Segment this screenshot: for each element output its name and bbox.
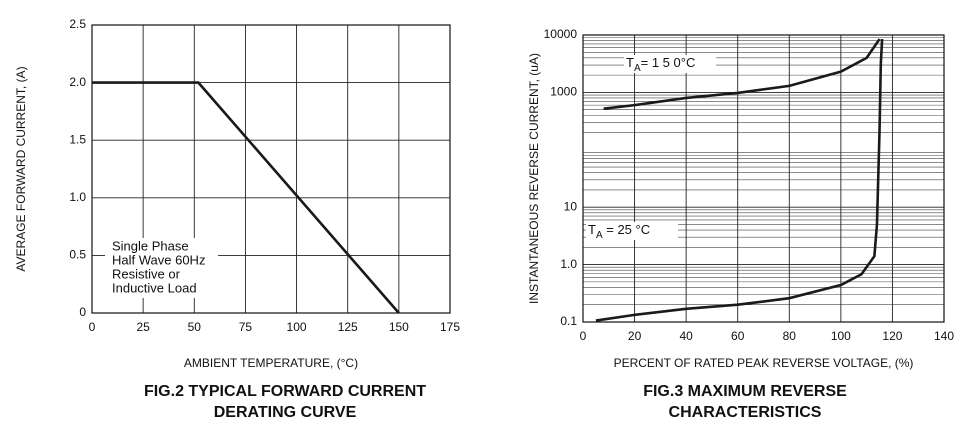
y-tick-label: 1.0 bbox=[560, 257, 577, 271]
x-tick-label: 100 bbox=[831, 329, 851, 343]
x-tick-label: 50 bbox=[188, 320, 202, 334]
chart-title: FIG.2 TYPICAL FORWARD CURRENT bbox=[144, 383, 426, 400]
y-tick-label: 1.5 bbox=[69, 132, 86, 146]
curve bbox=[92, 81, 400, 314]
y-axis-label: INSTANTANEOUS REVERSE CURRENT, (uA) bbox=[527, 53, 541, 304]
curve-label: TA= 1 5 0°C bbox=[626, 55, 695, 73]
annotation: Inductive Load bbox=[112, 280, 197, 295]
x-tick-label: 0 bbox=[580, 329, 587, 343]
plot-frame bbox=[91, 24, 451, 314]
x-tick-label: 20 bbox=[628, 329, 642, 343]
x-tick-label: 175 bbox=[440, 320, 460, 334]
x-axis-label: AMBIENT TEMPERATURE, (°C) bbox=[184, 356, 358, 370]
x-tick-label: 125 bbox=[338, 320, 358, 334]
x-tick-label: 60 bbox=[731, 329, 745, 343]
y-tick-label: 10 bbox=[564, 199, 578, 213]
annotation-bg bbox=[105, 238, 218, 298]
y-tick-label: 2.5 bbox=[69, 17, 86, 31]
curve bbox=[603, 38, 881, 110]
y-tick-label: 1.0 bbox=[69, 190, 86, 204]
x-tick-label: 150 bbox=[389, 320, 409, 334]
curve-label: TA = 25 °C bbox=[588, 222, 650, 240]
chart-title: CHARACTERISTICS bbox=[669, 404, 822, 421]
x-tick-label: 40 bbox=[679, 329, 693, 343]
label-main: T bbox=[626, 55, 634, 70]
label-bg bbox=[586, 222, 678, 240]
x-axis-label: PERCENT OF RATED PEAK REVERSE VOLTAGE, (… bbox=[614, 356, 914, 370]
label-bg bbox=[624, 55, 716, 73]
x-tick-label: 75 bbox=[239, 320, 253, 334]
y-tick-label: 10000 bbox=[544, 27, 578, 41]
annotation: Resistive or bbox=[112, 266, 181, 281]
y-tick-label: 0.1 bbox=[560, 314, 577, 328]
curve bbox=[595, 38, 884, 322]
x-tick-label: 0 bbox=[89, 320, 96, 334]
y-tick-label: 0.5 bbox=[69, 248, 86, 262]
x-tick-label: 140 bbox=[934, 329, 954, 343]
annotation: Single Phase bbox=[112, 238, 189, 253]
x-tick-label: 25 bbox=[136, 320, 150, 334]
y-tick-label: 0 bbox=[79, 305, 86, 319]
label-rest: = 25 °C bbox=[603, 222, 650, 237]
y-tick-label: 1000 bbox=[550, 85, 577, 99]
y-axis-label: AVERAGE FORWARD CURRENT, (A) bbox=[14, 66, 28, 271]
chart-title: DERATING CURVE bbox=[214, 404, 357, 421]
label-rest: = 1 5 0°C bbox=[641, 55, 696, 70]
chart-title: FIG.3 MAXIMUM REVERSE bbox=[643, 383, 847, 400]
plot-frame bbox=[582, 34, 945, 323]
label-sub: A bbox=[596, 230, 603, 241]
y-tick-label: 2.0 bbox=[69, 75, 86, 89]
x-tick-label: 80 bbox=[783, 329, 797, 343]
label-main: T bbox=[588, 222, 596, 237]
x-tick-label: 100 bbox=[287, 320, 307, 334]
annotation: Half Wave 60Hz bbox=[112, 252, 205, 267]
x-tick-label: 120 bbox=[882, 329, 902, 343]
label-sub: A bbox=[634, 63, 641, 74]
